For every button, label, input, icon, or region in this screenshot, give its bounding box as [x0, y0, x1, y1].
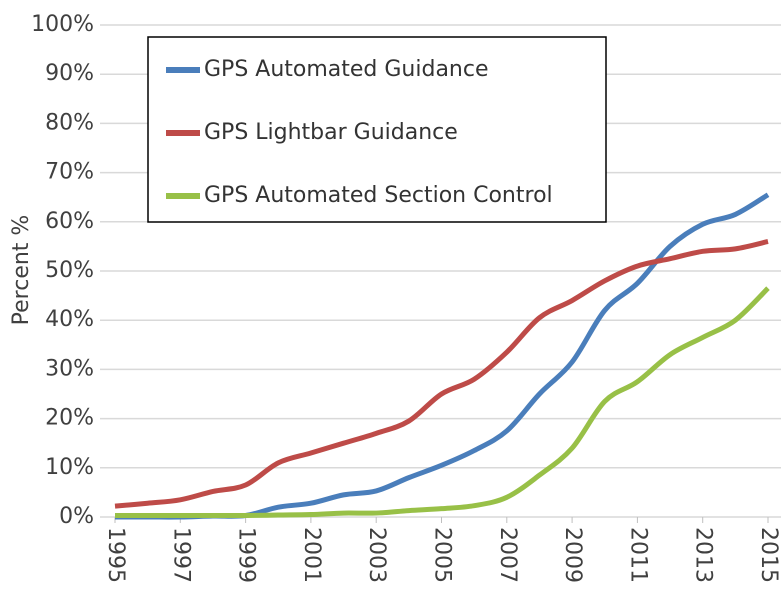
- series-line: [114, 239, 769, 509]
- legend: GPS Automated Guidance GPS Lightbar Guida…: [147, 36, 607, 223]
- x-tick-label: 2009: [560, 527, 585, 583]
- y-tick-label: 20%: [45, 406, 94, 431]
- x-tick-label: 2005: [430, 527, 455, 583]
- x-tick-label: 2007: [495, 527, 520, 583]
- y-tick-label: 60%: [45, 209, 94, 234]
- x-tick-label: 2015: [756, 527, 781, 583]
- y-tick-label: 50%: [45, 258, 94, 283]
- y-tick-label: 70%: [45, 160, 94, 185]
- x-tick-label: 2003: [364, 527, 389, 583]
- y-tick-label: 0%: [59, 504, 94, 529]
- y-tick-label: 80%: [45, 110, 94, 135]
- y-tick-label: 100%: [31, 12, 94, 37]
- legend-label: GPS Lightbar Guidance: [204, 120, 458, 145]
- x-tick-label: 2001: [299, 527, 324, 583]
- x-tick-label: 1999: [234, 527, 259, 583]
- y-tick-label: 30%: [45, 356, 94, 381]
- series-line: [114, 286, 770, 519]
- y-tick-label: 90%: [45, 61, 94, 86]
- x-tick-label: 1997: [168, 527, 193, 583]
- x-tick-label: 2011: [625, 527, 650, 583]
- x-tick-label: 1995: [103, 527, 128, 583]
- y-axis-label: Percent %: [9, 215, 34, 326]
- y-tick-label: 10%: [45, 455, 94, 480]
- legend-label: GPS Automated Guidance: [204, 57, 489, 82]
- legend-box: [147, 36, 607, 223]
- y-tick-label: 40%: [45, 307, 94, 332]
- x-tick-label: 2013: [691, 527, 716, 583]
- legend-label: GPS Automated Section Control: [204, 183, 553, 208]
